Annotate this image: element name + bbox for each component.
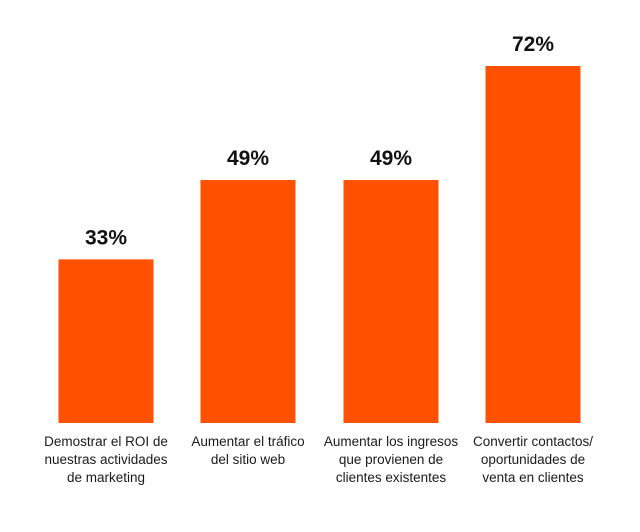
bar-3 [343, 180, 439, 423]
category-label-3-line-3: clientes existentes [336, 470, 447, 485]
bar-2 [200, 180, 296, 423]
data-label-3: 49% [370, 147, 412, 170]
category-label-3-line-1: Aumentar los ingresos [324, 434, 459, 449]
category-label-4-line-3: venta en clientes [482, 470, 584, 485]
data-label-1: 33% [85, 226, 127, 249]
category-label-1-line-3: de marketing [67, 470, 145, 485]
category-label-2-line-2: del sitio web [211, 452, 285, 467]
data-label-2: 49% [227, 147, 269, 170]
category-label-4-line-1: Convertir contactos/ [473, 434, 593, 449]
category-label-1-line-2: nuestras actividades [44, 452, 167, 467]
category-label-1-line-1: Demostrar el ROI de [44, 434, 168, 449]
category-label-4-line-2: oportunidades de [481, 452, 585, 467]
data-label-4: 72% [512, 33, 554, 56]
bar-1 [58, 259, 154, 423]
category-label-3-line-2: que provienen de [339, 452, 443, 467]
category-label-2-line-1: Aumentar el tráfico [191, 434, 304, 449]
bar-4 [485, 66, 581, 423]
